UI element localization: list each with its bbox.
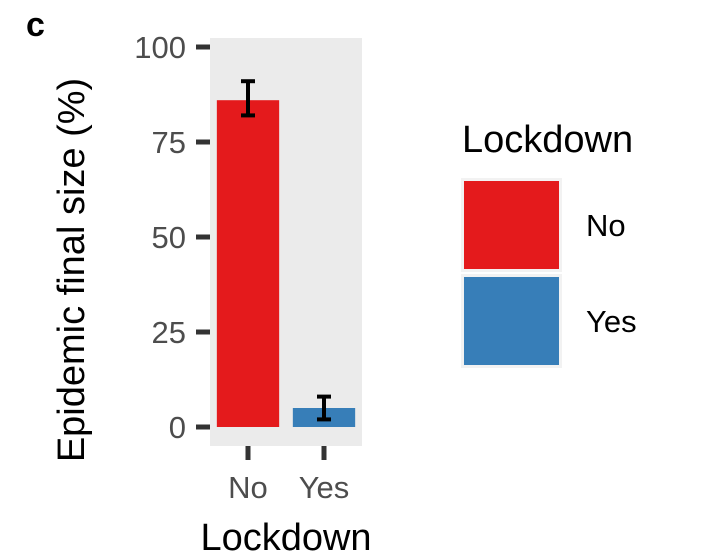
x-axis: No Yes xyxy=(228,446,349,505)
bar-no xyxy=(216,100,280,427)
y-tick-label: 75 xyxy=(152,125,186,160)
error-bar xyxy=(317,394,331,422)
legend-swatch xyxy=(464,181,559,269)
y-tick-label: 50 xyxy=(152,220,186,255)
x-tick-label: No xyxy=(228,470,268,505)
y-axis-title: Epidemic final size (%) xyxy=(51,78,93,462)
error-bars xyxy=(241,79,331,422)
legend-item: Yes xyxy=(461,274,637,368)
legend-items: No Yes xyxy=(461,178,637,368)
panel-label: c xyxy=(26,6,45,44)
y-tick-label: 100 xyxy=(134,30,186,65)
legend-title: Lockdown xyxy=(462,119,633,161)
legend: Lockdown No Yes xyxy=(461,119,637,368)
legend-label: Yes xyxy=(586,304,637,339)
legend-swatch xyxy=(464,277,559,365)
x-tick-label: Yes xyxy=(299,470,350,505)
y-tick-label: 25 xyxy=(152,315,186,350)
legend-label: No xyxy=(586,208,626,243)
y-tick-label: 0 xyxy=(169,410,186,445)
legend-item: No xyxy=(461,178,626,272)
error-bar xyxy=(241,79,255,118)
x-axis-title: Lockdown xyxy=(200,517,371,559)
y-axis: 0 25 50 75 100 xyxy=(134,30,210,445)
